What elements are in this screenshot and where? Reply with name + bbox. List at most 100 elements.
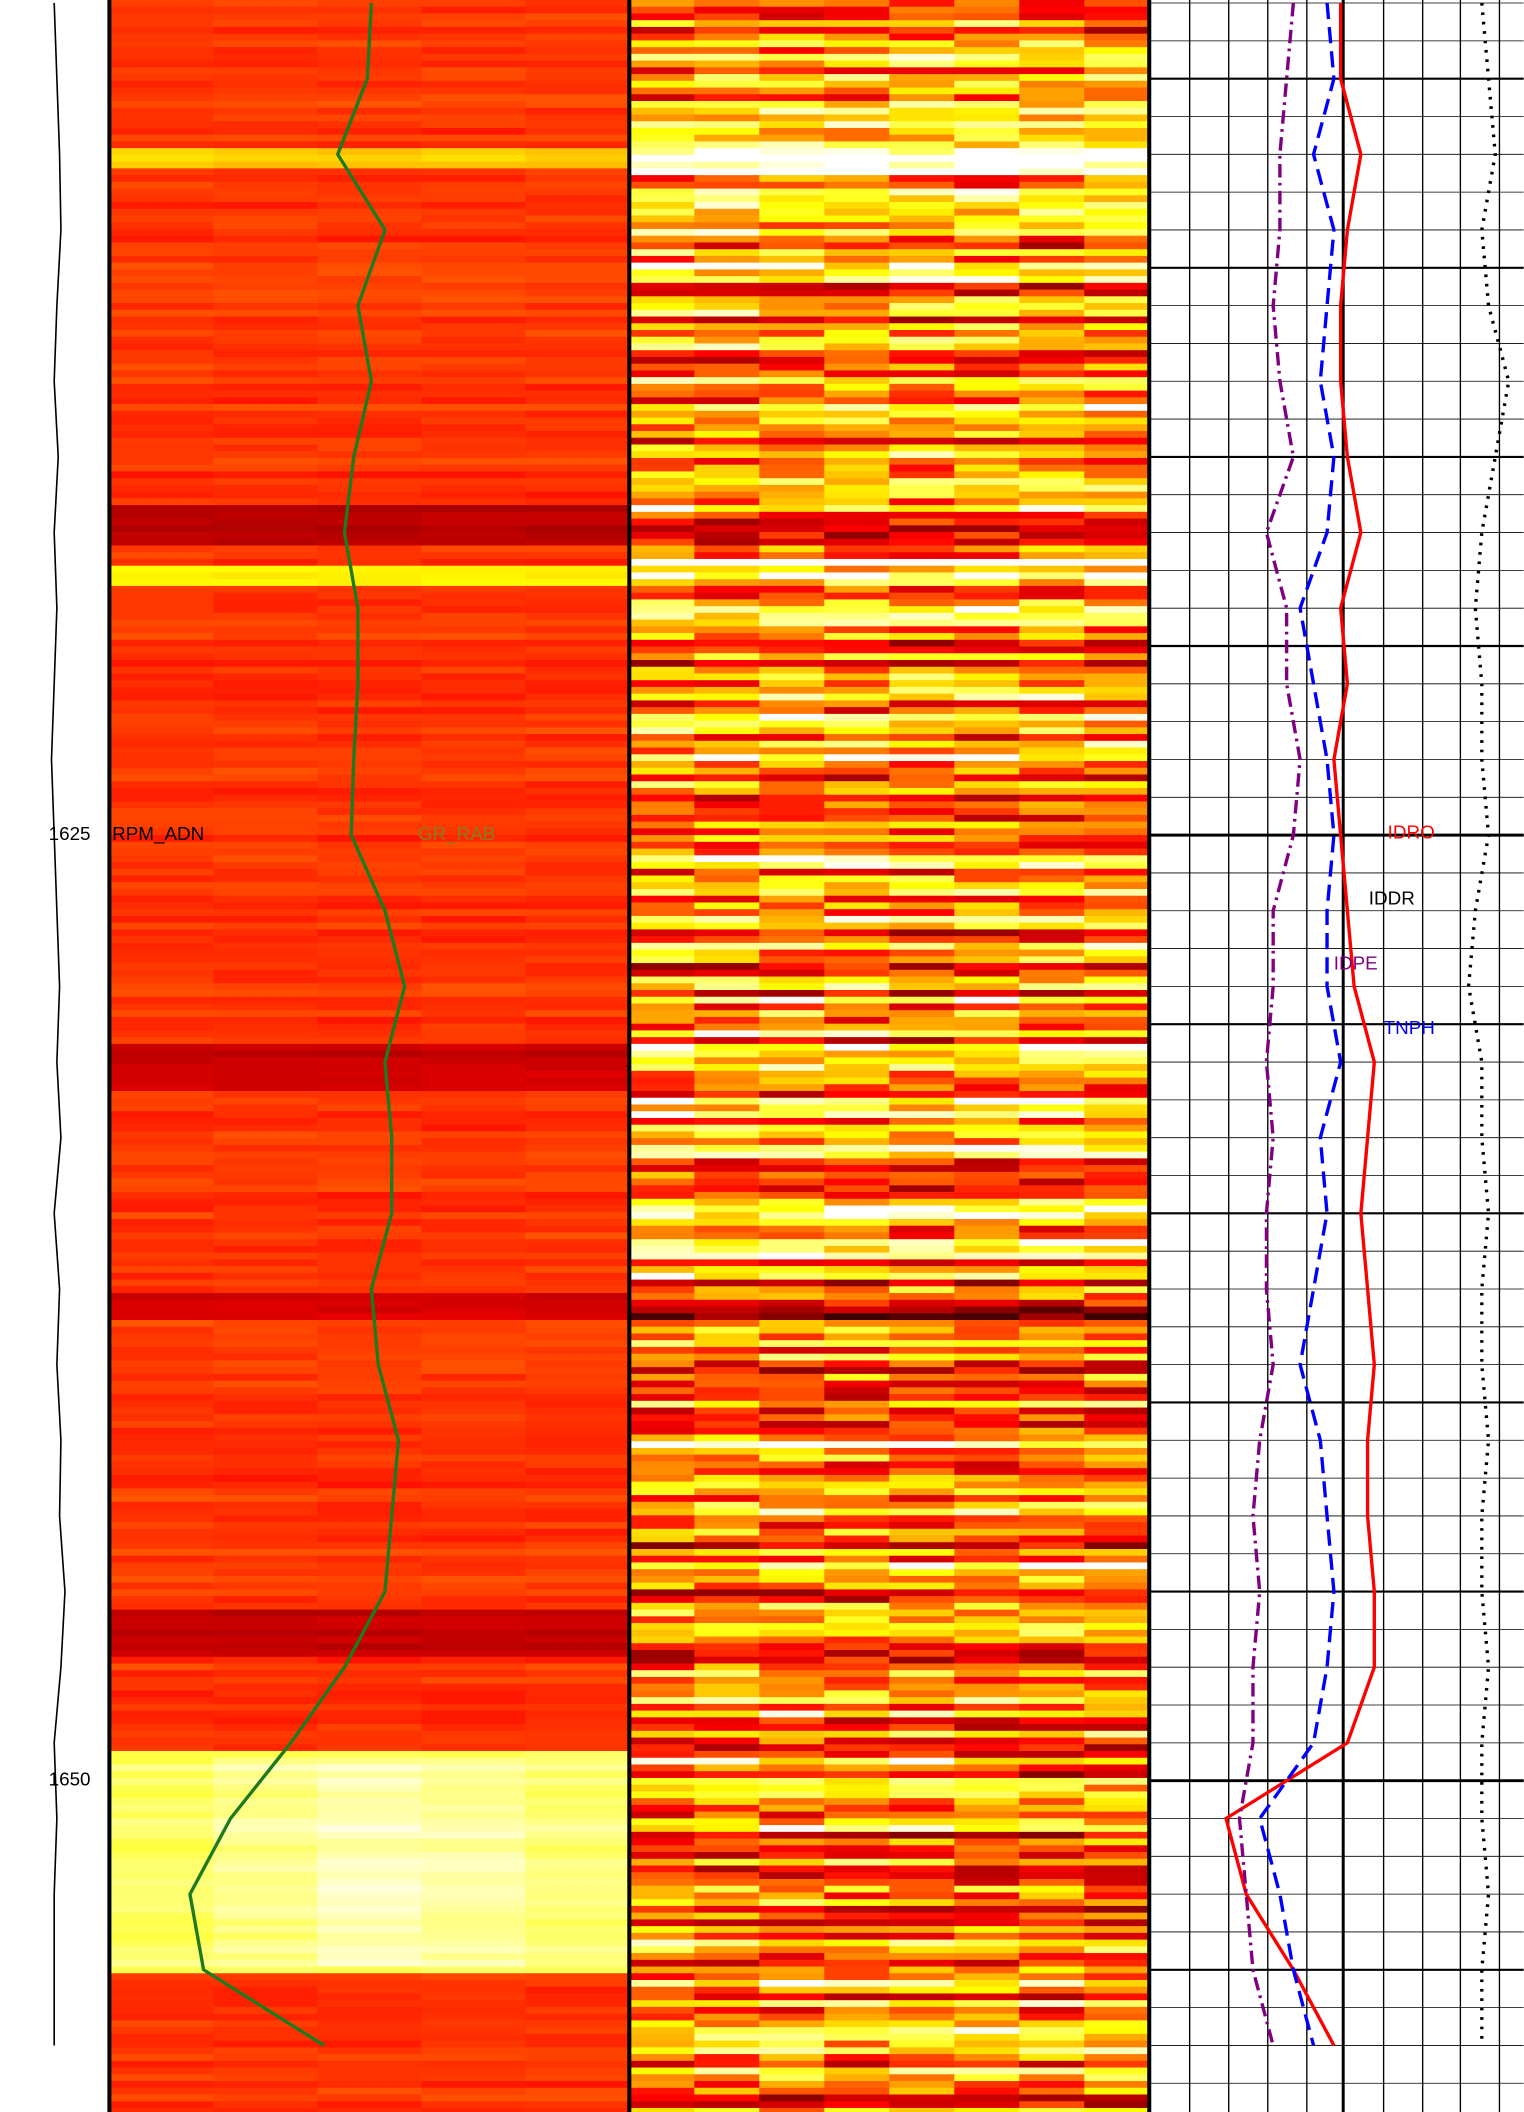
heatmap-cell [889, 1387, 955, 1395]
heatmap-cell [421, 1710, 527, 1719]
heatmap-cell [1084, 936, 1150, 944]
heatmap-cell [759, 565, 825, 574]
heatmap-cell [694, 1171, 760, 1180]
heatmap-cell [1019, 862, 1085, 870]
heatmap-cell [954, 1111, 1020, 1119]
heatmap-cell [824, 1919, 890, 1927]
heatmap-cell [759, 612, 825, 621]
heatmap-cell [213, 1468, 319, 1476]
heatmap-cell [694, 249, 760, 257]
heatmap-cell [889, 1252, 955, 1261]
heatmap-cell [213, 949, 319, 957]
heatmap-cell [421, 1037, 527, 1045]
heatmap-cell [317, 680, 423, 688]
heatmap-cell [317, 848, 423, 856]
heatmap-cell [889, 855, 955, 863]
heatmap-cell [824, 1266, 890, 1274]
heatmap-cell [317, 1690, 423, 1698]
heatmap-cell [213, 1367, 319, 1375]
heatmap-cell [317, 242, 423, 250]
heatmap-cell [889, 633, 955, 641]
heatmap-cell [954, 1724, 1020, 1732]
heatmap-cell [1084, 1737, 1150, 1745]
heatmap-cell [525, 720, 630, 729]
heatmap-cell [421, 633, 527, 641]
heatmap-cell [954, 20, 1020, 28]
heatmap-cell [317, 1414, 423, 1422]
heatmap-cell [213, 222, 319, 230]
heatmap-cell [759, 1441, 825, 1449]
heatmap-cell [759, 761, 825, 769]
heatmap-cell [109, 1373, 215, 1382]
heatmap-cell [694, 175, 760, 183]
heatmap-cell [759, 208, 825, 217]
heatmap-cell [421, 1447, 527, 1456]
heatmap-cell [525, 323, 630, 331]
heatmap-cell [629, 464, 695, 473]
heatmap-cell [421, 1468, 527, 1476]
heatmap-cell [759, 1070, 825, 1079]
heatmap-cell [317, 754, 423, 762]
heatmap-cell [109, 2074, 215, 2082]
heatmap-cell [824, 1185, 890, 1193]
heatmap-cell [954, 1858, 1020, 1867]
heatmap-cell [1019, 141, 1085, 149]
heatmap-cell [694, 491, 760, 500]
heatmap-cell [759, 1394, 825, 1402]
heatmap-cell [824, 1865, 890, 1873]
heatmap-cell [317, 336, 423, 345]
heatmap-cell [759, 1555, 825, 1564]
heatmap-cell [317, 1589, 423, 1597]
heatmap-cell [759, 1562, 825, 1570]
heatmap-cell [525, 1986, 630, 1995]
heatmap-cell [1084, 336, 1150, 345]
heatmap-cell [629, 1299, 695, 1308]
heatmap-cell [317, 1710, 423, 1719]
heatmap-cell [525, 633, 630, 641]
heatmap-cell [824, 1360, 890, 1368]
heatmap-cell [629, 639, 695, 648]
heatmap-cell [109, 1636, 215, 1644]
heatmap-cell [1019, 1596, 1085, 1604]
heatmap-cell [694, 410, 760, 419]
heatmap-cell [1084, 1872, 1150, 1880]
heatmap-cell [525, 1474, 630, 1483]
heatmap-cell [954, 1387, 1020, 1395]
heatmap-cell [629, 532, 695, 540]
heatmap-cell [525, 417, 630, 425]
heatmap-cell [109, 747, 215, 755]
heatmap-cell [759, 1010, 825, 1018]
heatmap-cell [759, 1791, 825, 1799]
heatmap-cell [525, 1966, 630, 1974]
heatmap-cell [1019, 1077, 1085, 1085]
heatmap-cell [824, 74, 890, 82]
heatmap-cell [759, 1663, 825, 1671]
heatmap-cell [525, 1825, 630, 1833]
heatmap-cell [317, 639, 423, 648]
heatmap-cell [213, 1804, 319, 1813]
heatmap-cell [824, 1225, 890, 1234]
heatmap-cell [694, 1831, 760, 1840]
log-curve [50, 2, 66, 2046]
heatmap-cell [1084, 2074, 1150, 2082]
heatmap-cell [889, 1932, 955, 1941]
heatmap-cell [629, 451, 695, 459]
heatmap-cell [889, 1091, 955, 1099]
heatmap-cell [889, 787, 955, 796]
heatmap-cell [1084, 2087, 1150, 2096]
heatmap-cell [629, 410, 695, 419]
heatmap-cell [421, 585, 527, 594]
heatmap-cell [694, 835, 760, 843]
heatmap-cell [213, 1690, 319, 1698]
heatmap-cell [1019, 1091, 1085, 1099]
heatmap-cell [759, 1023, 825, 1032]
heatmap-cell [109, 1495, 215, 1503]
heatmap-cell [1084, 821, 1150, 830]
heatmap-cell [759, 1474, 825, 1483]
heatmap-cell [954, 1764, 1020, 1772]
heatmap-cell [1084, 1239, 1150, 1247]
heatmap-cell [525, 1575, 630, 1584]
heatmap-cell [889, 397, 955, 405]
heatmap-cell [954, 53, 1020, 62]
heatmap-cell [1019, 1784, 1085, 1793]
